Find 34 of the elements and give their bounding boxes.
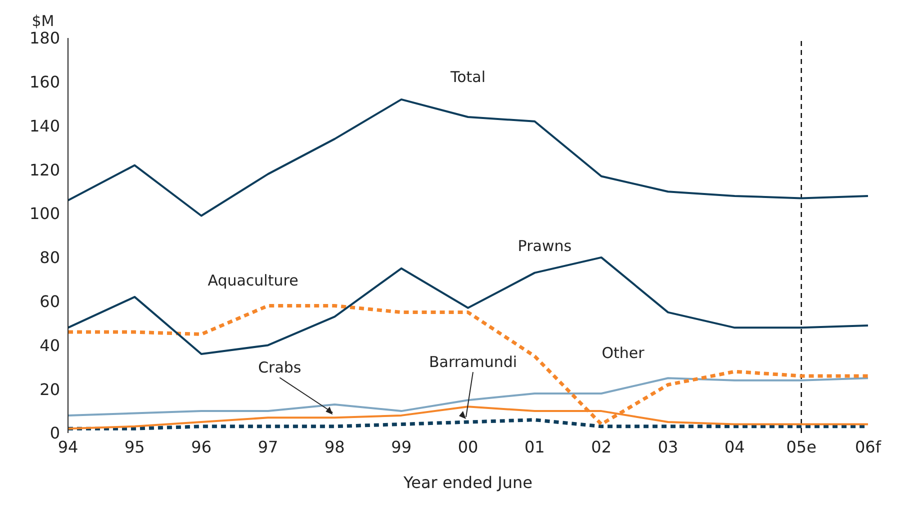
y-tick-label: 160 — [29, 72, 60, 92]
x-tick-label: 01 — [524, 437, 545, 456]
y-tick-label: 0 — [50, 424, 60, 443]
y-axis-title: $M — [32, 12, 54, 30]
x-tick-label: 96 — [191, 437, 212, 456]
y-tick-label: 120 — [29, 160, 60, 180]
x-tick-label: 99 — [391, 437, 412, 456]
x-tick-label: 02 — [591, 437, 612, 456]
x-tick-label: 04 — [724, 437, 745, 456]
series-label: Aquaculture — [208, 272, 298, 290]
series-label: Other — [602, 344, 646, 362]
x-tick-label: 94 — [58, 437, 78, 456]
line-series — [67, 377, 869, 416]
x-tick-label: 06f — [855, 437, 882, 456]
x-axis-title: Year ended June — [402, 473, 533, 492]
x-tick-label: 05e — [786, 437, 816, 456]
x-tick-label: 00 — [458, 437, 478, 456]
x-tick-label: 98 — [324, 437, 345, 456]
y-tick-label: 40 — [40, 336, 60, 355]
y-tick-label: 100 — [29, 204, 60, 224]
y-tick-label: 180 — [29, 28, 60, 48]
series-label: Prawns — [518, 236, 572, 255]
y-tick-label: 20 — [40, 380, 60, 399]
x-tick-label: 95 — [124, 437, 145, 456]
y-tick-label: 60 — [40, 292, 60, 312]
series-label: Total — [449, 68, 486, 86]
text: Barramundi — [428, 353, 518, 372]
text: Crabs — [258, 358, 302, 377]
y-tick-label: 80 — [40, 248, 60, 268]
y-tick-label: 140 — [29, 116, 60, 136]
x-tick-label: 03 — [658, 437, 678, 456]
line-series — [67, 98, 869, 217]
x-tick-label: 97 — [258, 437, 278, 456]
line-series — [66, 304, 870, 426]
